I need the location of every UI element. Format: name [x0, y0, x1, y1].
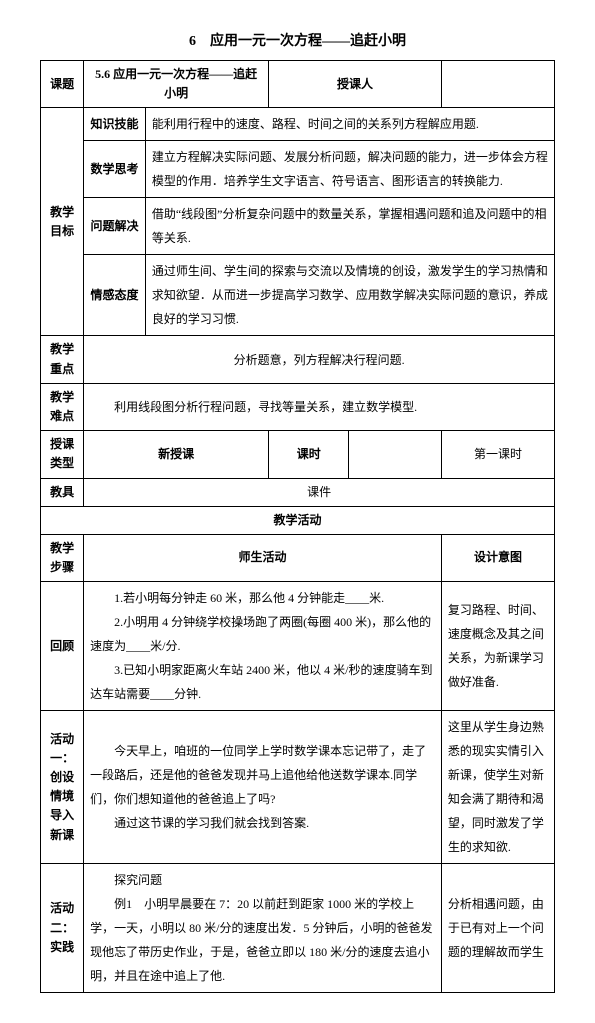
ctype-value: 新授课	[84, 431, 269, 478]
tools-value: 课件	[84, 478, 555, 506]
row-0-design: 复习路程、时间、速度概念及其之间关系，为新课学习做好准备.	[441, 582, 554, 711]
tools-label: 教具	[41, 478, 84, 506]
row-2-label: 活动二：实践	[41, 864, 84, 993]
col-design: 设计意图	[441, 534, 554, 581]
key-text: 分析题意，列方程解决行程问题.	[84, 336, 555, 383]
ktopic-label: 课题	[41, 61, 84, 108]
goal-0-text: 能利用行程中的速度、路程、时间之间的关系列方程解应用题.	[145, 108, 554, 141]
page-title: 6 应用一元一次方程——追赶小明	[40, 30, 555, 50]
step-label: 教学步骤	[41, 534, 84, 581]
row-1-design: 这里从学生身边熟悉的现实实情引入新课，使学生对新知会满了期待和渴望，同时激发了学…	[441, 711, 554, 864]
row-2-design: 分析相遇问题，由于已有对上一个问题的理解故而学生	[441, 864, 554, 993]
activity-header: 教学活动	[41, 506, 555, 534]
row-0-label: 回顾	[41, 582, 84, 711]
goal-2-text: 借助“线段图”分析复杂问题中的数量关系，掌握相遇问题和追及问题中的相等关系.	[145, 198, 554, 255]
goal-3-label: 情感态度	[84, 255, 146, 336]
teacher-label: 授课人	[269, 61, 442, 108]
key-label: 教学重点	[41, 336, 84, 383]
difficult-label: 教学难点	[41, 383, 84, 430]
period-label: 课时	[269, 431, 349, 478]
goal-1-label: 数学思考	[84, 141, 146, 198]
table-row: 活动一：创设情境导入新课 今天早上，咱班的一位同学上学时数学课本忘记带了，走了一…	[41, 711, 555, 864]
period-value: 第一课时	[441, 431, 554, 478]
ctype-label: 授课类型	[41, 431, 84, 478]
goal-0-label: 知识技能	[84, 108, 146, 141]
row-0-body: 1.若小明每分钟走 60 米，那么他 4 分钟能走____米. 2.小明用 4 …	[84, 582, 442, 711]
goal-2-label: 问题解决	[84, 198, 146, 255]
difficult-text: 利用线段图分析行程问题，寻找等量关系，建立数学模型.	[84, 383, 555, 430]
goals-label: 教学目标	[41, 108, 84, 336]
teacher-value	[441, 61, 554, 108]
table-row: 活动二：实践 探究问题 例1 小明早晨要在 7：20 以前赶到距家 1000 米…	[41, 864, 555, 993]
row-1-label: 活动一：创设情境导入新课	[41, 711, 84, 864]
table-row: 回顾 1.若小明每分钟走 60 米，那么他 4 分钟能走____米. 2.小明用…	[41, 582, 555, 711]
goal-1-text: 建立方程解决实际问题、发展分析问题，解决问题的能力，进一步体会方程模型的作用．培…	[145, 141, 554, 198]
period-blank	[349, 431, 442, 478]
row-2-body: 探究问题 例1 小明早晨要在 7：20 以前赶到距家 1000 米的学校上学，一…	[84, 864, 442, 993]
goal-3-text: 通过师生间、学生间的探索与交流以及情境的创设，激发学生的学习热情和求知欲望．从而…	[145, 255, 554, 336]
row-1-body: 今天早上，咱班的一位同学上学时数学课本忘记带了，走了一段路后，还是他的爸爸发现并…	[84, 711, 442, 864]
lesson-table: 课题 5.6 应用一元一次方程——追赶小明 授课人 教学目标 知识技能 能利用行…	[40, 60, 555, 993]
col-activity: 师生活动	[84, 534, 442, 581]
ktopic-value: 5.6 应用一元一次方程——追赶小明	[84, 61, 269, 108]
